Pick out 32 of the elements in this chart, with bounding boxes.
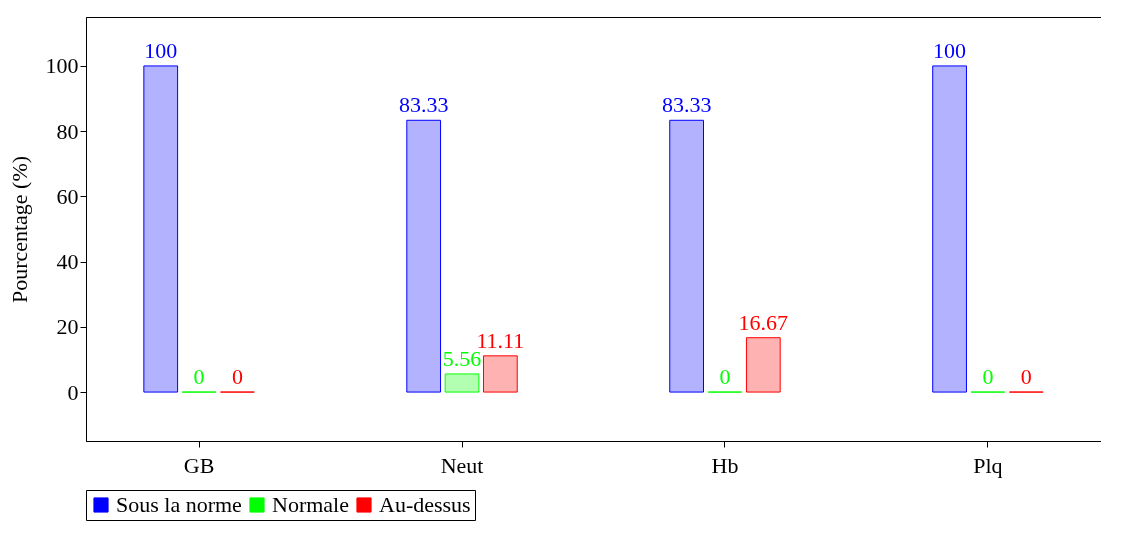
data-label: 0 (982, 364, 994, 390)
bar (406, 119, 442, 393)
y-tick-label: 40 (56, 249, 79, 275)
bar (483, 355, 518, 393)
y-tick-label: 60 (56, 183, 79, 209)
data-label: 100 (144, 37, 178, 63)
legend-label: Normale (272, 492, 349, 517)
data-label: 0 (193, 364, 205, 390)
x-tick-label: Plq (973, 452, 1003, 478)
bar (143, 65, 179, 393)
data-label: 83.33 (661, 92, 712, 118)
bar (745, 337, 781, 393)
y-axis-title: Pourcentage (%) (6, 155, 32, 304)
legend-label: Au-dessus (379, 492, 471, 517)
x-tick-label: GB (183, 452, 215, 478)
data-label: 0 (719, 364, 731, 390)
data-label: 0 (1020, 364, 1032, 390)
data-label: 11.11 (476, 327, 525, 353)
bar (669, 119, 704, 393)
data-label: 0 (231, 364, 243, 390)
x-tick-label: Hb (711, 452, 739, 478)
y-tick-label: 100 (45, 53, 79, 79)
bar (932, 65, 967, 393)
bar (444, 373, 480, 393)
y-tick-label: 0 (67, 379, 79, 405)
y-tick-label: 80 (56, 118, 79, 144)
data-label: 16.67 (738, 309, 789, 335)
legend-label: Sous la norme (116, 492, 242, 517)
x-tick-label: Neut (440, 452, 484, 478)
y-tick-label: 20 (56, 314, 79, 340)
data-label: 83.33 (398, 92, 449, 118)
data-label: 100 (933, 37, 967, 63)
